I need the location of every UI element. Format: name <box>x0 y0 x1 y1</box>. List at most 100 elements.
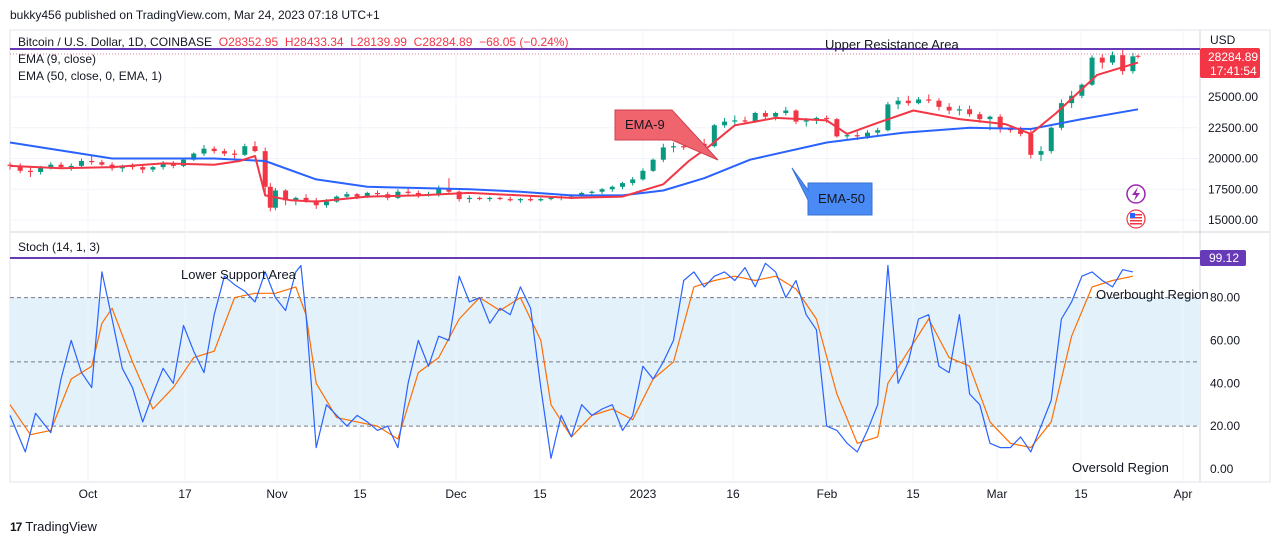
candle-body <box>640 170 646 180</box>
candle-body <box>89 160 95 163</box>
candle-body <box>956 109 962 111</box>
candle-body <box>1048 127 1054 152</box>
last-price-tag <box>1200 48 1260 78</box>
candle-body <box>1058 103 1064 128</box>
candle-body <box>660 147 666 160</box>
ema50-callout <box>791 167 873 216</box>
time-tick-label: Oct <box>79 487 98 501</box>
ohlc-open: O28352.95 <box>218 35 279 49</box>
candle-body <box>864 132 870 137</box>
candle-body <box>977 114 983 120</box>
stoch-tick-label: 60.00 <box>1210 333 1240 347</box>
time-tick-label: 17 <box>178 487 192 501</box>
candle-body <box>1028 133 1034 155</box>
stoch-tick-label: 0.00 <box>1210 462 1234 476</box>
time-tick-label: Mar <box>987 487 1008 501</box>
candle-body <box>599 189 605 192</box>
candle-body <box>528 199 534 201</box>
candle-body <box>364 192 370 197</box>
tradingview-logo-icon: 17 <box>10 519 22 534</box>
flag-icon-stripe <box>1130 217 1142 219</box>
candle-body <box>507 199 513 201</box>
candle-body <box>1038 151 1044 155</box>
candle-body <box>609 186 615 190</box>
time-tick-label: 15 <box>1074 487 1088 501</box>
stoch-tick-label: 40.00 <box>1210 376 1240 390</box>
candle-body <box>446 188 452 192</box>
candle-body <box>27 170 33 173</box>
candle-body <box>1089 57 1095 85</box>
candle-body <box>140 167 146 170</box>
candle-body <box>1120 55 1126 72</box>
price-tick-label: 17500.00 <box>1208 182 1258 196</box>
candle-body <box>967 109 973 115</box>
price-tick-label: 20000.00 <box>1208 152 1258 166</box>
stoch-legend[interactable]: Stoch (14, 1, 3) <box>18 240 101 254</box>
lightning-icon-bolt <box>1132 187 1140 201</box>
symbol-name[interactable]: Bitcoin / U.S. Dollar, 1D, COINBASE <box>18 35 213 49</box>
candle-body <box>548 197 554 200</box>
candle-body <box>752 112 758 122</box>
candle-body <box>68 165 74 168</box>
tradingview-brand[interactable]: 17 TradingView <box>10 519 97 534</box>
candle-body <box>773 112 779 117</box>
brand-name: TradingView <box>25 519 97 534</box>
ema50-legend[interactable]: EMA (50, close, 0, EMA, 1) <box>18 69 163 83</box>
candle-body <box>875 130 881 133</box>
candle-body <box>150 167 156 170</box>
ema9-legend[interactable]: EMA (9, close) <box>18 52 97 66</box>
candle-body <box>354 194 360 197</box>
candle-body <box>987 116 993 120</box>
candle-body <box>487 197 493 200</box>
candle-body <box>630 179 636 184</box>
flag-icon-ring <box>1126 209 1146 229</box>
candle-body <box>395 191 401 198</box>
stoch-k-line <box>9 262 1134 459</box>
countdown-label: 17:41:54 <box>1210 64 1257 78</box>
time-tick-label: Apr <box>1174 487 1193 501</box>
price-tick-label: 15000.00 <box>1208 213 1258 227</box>
candle-body <box>99 162 105 165</box>
price-tick-label: 25000.00 <box>1208 90 1258 104</box>
candle-body <box>1099 57 1105 63</box>
symbol-bar: Bitcoin / U.S. Dollar, 1D, COINBASE O283… <box>18 35 568 49</box>
candle-body <box>252 146 258 152</box>
us-flag-icon[interactable] <box>1126 209 1146 229</box>
time-tick-label: 16 <box>726 487 740 501</box>
time-tick-label: Feb <box>817 487 838 501</box>
candle-body <box>844 135 850 137</box>
overbought-label: Overbought Region <box>1096 287 1209 302</box>
candle-body <box>78 160 84 166</box>
published-by: bukky456 published on TradingView.com, M… <box>10 8 380 22</box>
candle-body <box>456 191 462 200</box>
candle-body <box>497 197 503 200</box>
time-tick-label: Dec <box>445 487 466 501</box>
candle-body <box>732 120 738 122</box>
candle-body <box>711 125 717 147</box>
candle-body <box>671 146 677 148</box>
ohlc-close: C28284.89 <box>413 35 473 49</box>
flag-icon-stripe <box>1130 223 1142 225</box>
candle-body <box>303 197 309 201</box>
candle-body <box>589 191 595 193</box>
candle-body <box>293 197 299 201</box>
time-tick-label: 15 <box>906 487 920 501</box>
flag-icon-stripe <box>1130 220 1142 222</box>
candle-body <box>191 153 197 160</box>
ema50-line <box>9 108 1139 197</box>
candle-body <box>579 192 585 196</box>
candle-body <box>916 99 922 104</box>
lower-support-label: Lower Support Area <box>181 267 297 282</box>
candle-body <box>783 110 789 113</box>
candle-body <box>517 199 523 201</box>
candle-body <box>650 159 656 171</box>
candle-body <box>201 148 207 154</box>
ema9-callout-label: EMA-9 <box>625 117 665 132</box>
ema9-line <box>9 61 1139 203</box>
lightning-icon[interactable] <box>1126 184 1146 204</box>
candle-body <box>722 121 728 126</box>
stoch-value-tag <box>1200 250 1246 266</box>
candle-body <box>405 191 411 193</box>
